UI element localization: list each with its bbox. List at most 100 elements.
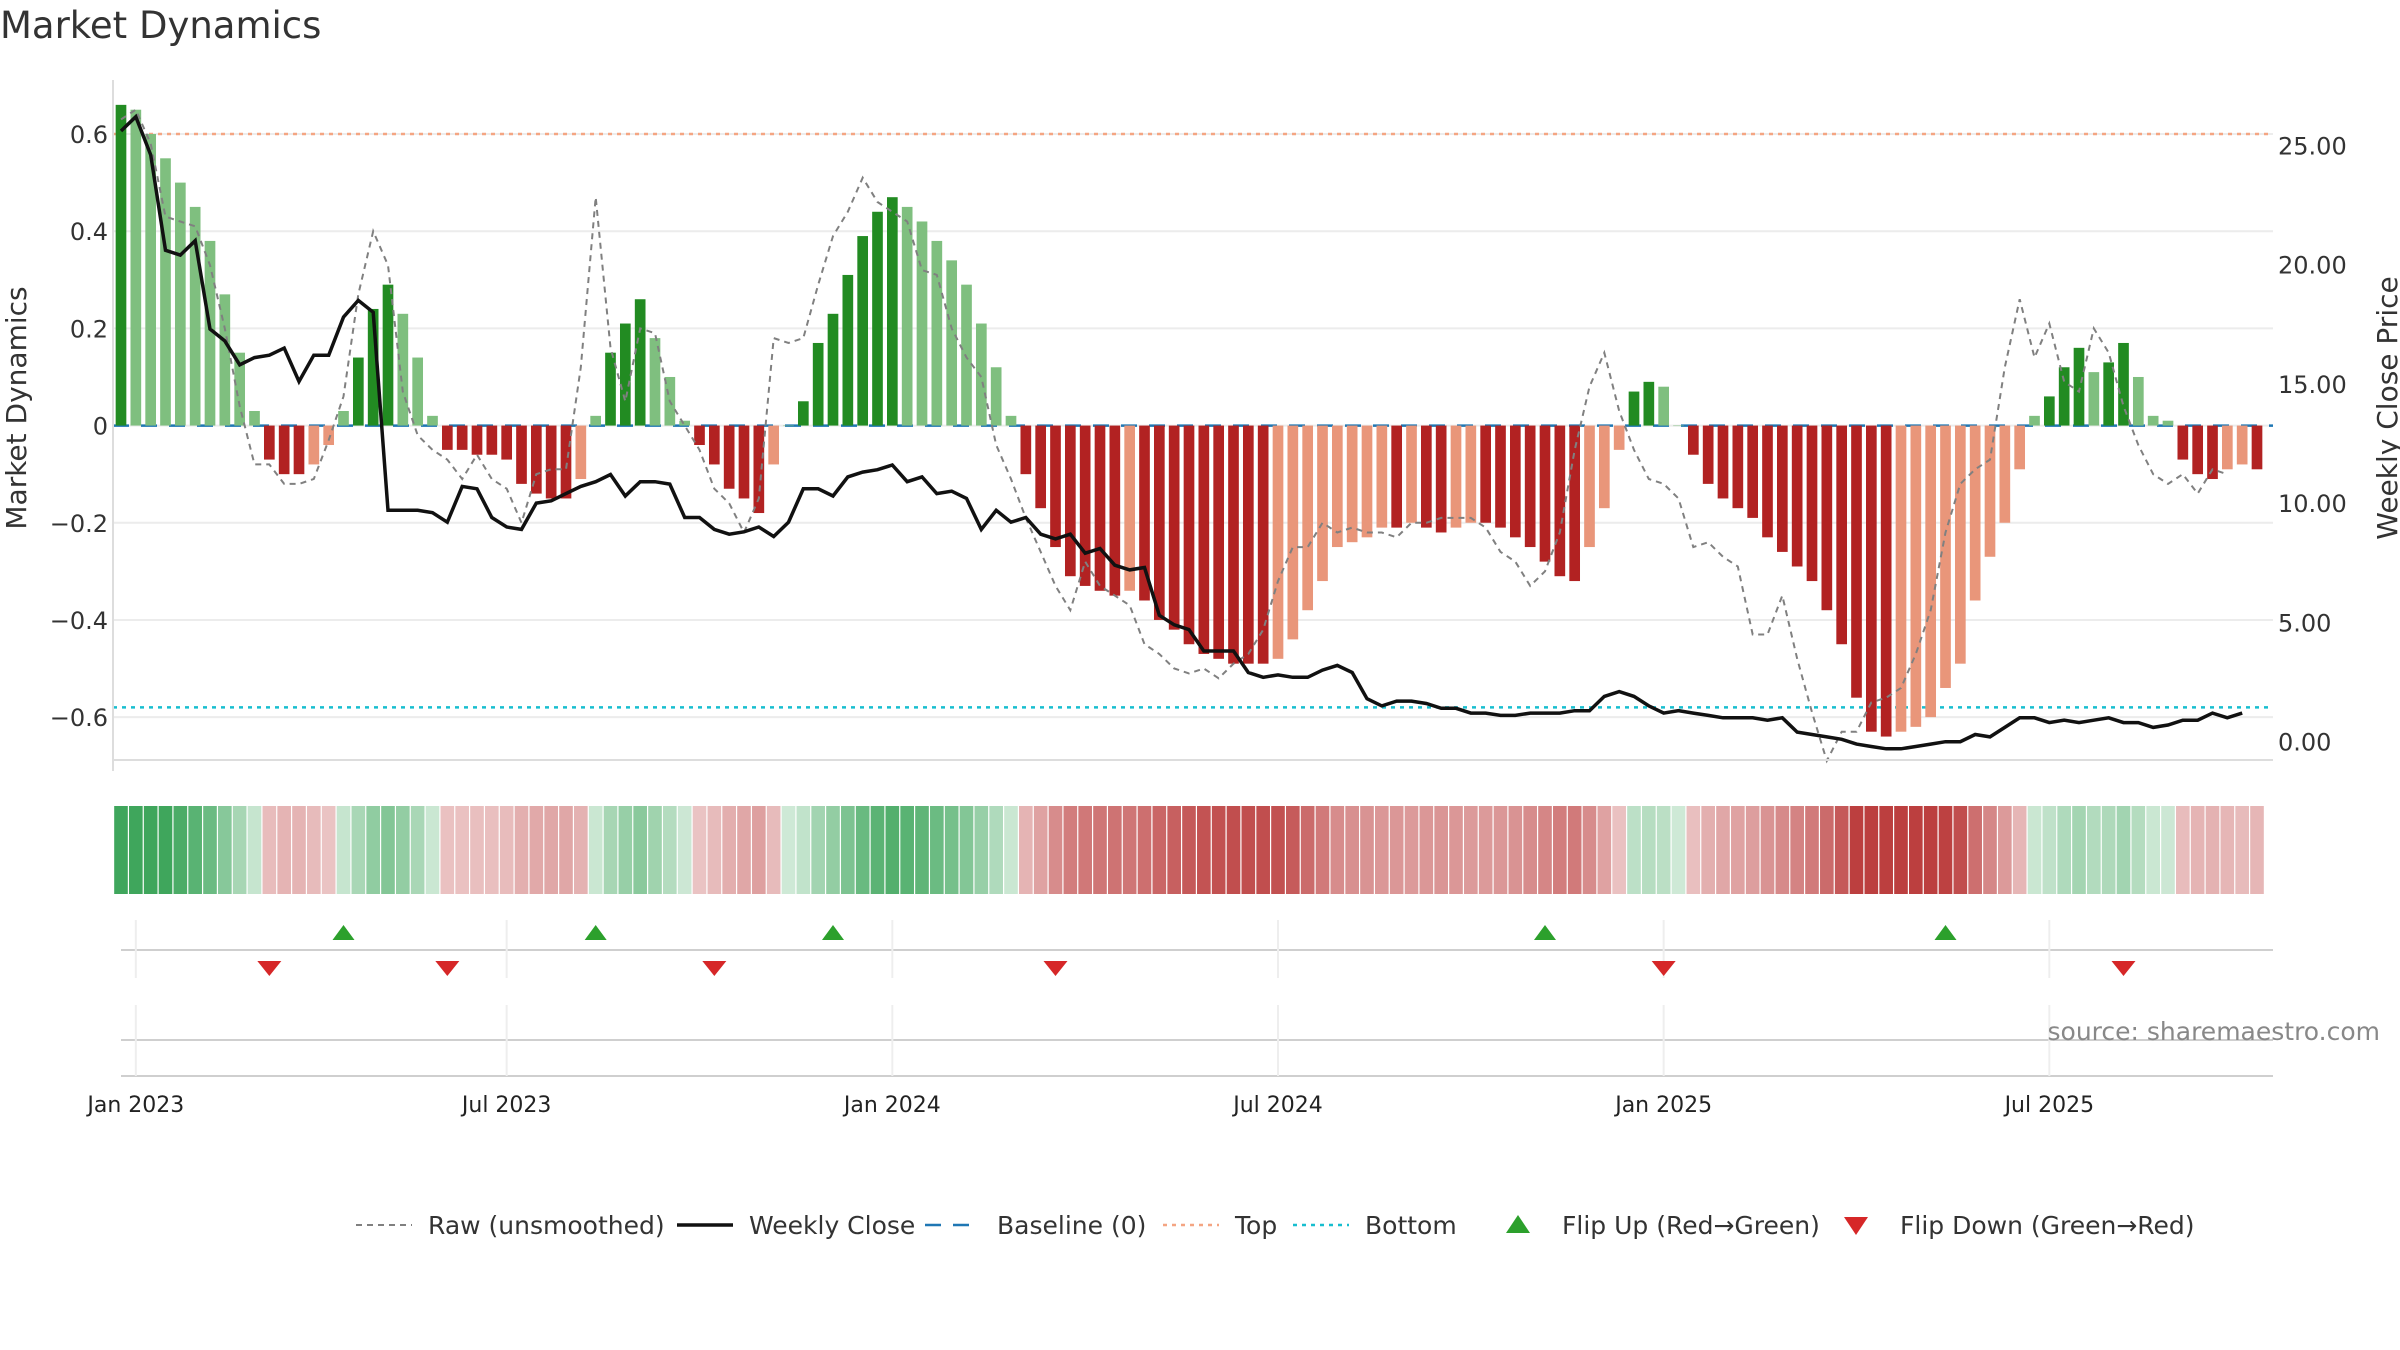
dynamics-bar [2103,362,2115,426]
regime-strip-cell [1300,806,1315,894]
regime-strip-cell [1211,806,1226,894]
dynamics-bar [2221,425,2233,470]
regime-strip-cell [603,806,618,894]
regime-strip-cell [1849,806,1864,894]
regime-strip-cell [944,806,959,894]
regime-strip-cell [1834,806,1849,894]
dynamics-bar [1895,425,1907,732]
dynamics-bar [1569,425,1581,582]
dynamics-bar [1554,425,1566,577]
dynamics-bar [961,284,972,426]
legend-label: Baseline (0) [997,1211,1146,1240]
regime-strip-cell [707,806,722,894]
dynamics-bar [1361,425,1373,538]
dynamics-bar [1302,425,1314,611]
legend-flip-up-swatch [1506,1215,1530,1233]
dynamics-bar [2251,425,2263,470]
regime-strip-cell [1048,806,1063,894]
regime-strip-cell [1686,806,1701,894]
regime-strip-cell [1404,806,1419,894]
dynamics-bar [1524,425,1536,548]
regime-strip-cell [663,806,677,894]
dynamics-bar [2147,415,2159,426]
dynamics-bar [797,401,809,426]
y-tick-label: −0.6 [50,704,108,732]
legend-flip-down-swatch [1844,1217,1868,1235]
dynamics-bar [768,425,780,465]
dynamics-bar [249,410,260,426]
regime-strip-cell [1567,806,1582,894]
dynamics-bar [1109,425,1121,596]
regime-strip-cell [1716,806,1730,894]
regime-strip-cell [841,806,855,894]
regime-strip-cell [826,806,840,894]
dynamics-bar [842,274,854,426]
regime-strip-cell [1241,806,1256,894]
dynamics-bar [397,313,409,426]
regime-strip-cell [1256,806,1270,894]
regime-strip-cell [2176,806,2190,894]
dynamics-bar [338,410,349,426]
dynamics-bar [560,425,572,499]
regime-strip-cell [321,806,336,894]
y-tick-label: 0.2 [70,315,108,343]
legend-label: Flip Up (Red→Green) [1562,1211,1820,1240]
dynamics-bar [2014,425,2026,470]
regime-strip-cell [811,806,825,894]
dynamics-bar [1658,386,1670,426]
dynamics-bar [1687,425,1699,455]
regime-strip-cell [1315,806,1330,894]
regime-strip-cell [1597,806,1612,894]
dynamics-bar [1776,425,1788,552]
regime-strip-cell [1434,806,1448,894]
dynamics-bar [115,104,127,426]
regime-strip-cell [396,806,410,894]
dynamics-bar [679,420,691,426]
dynamics-bar [1346,425,1358,543]
regime-strip-cell [129,806,143,894]
regime-strip-cell [1820,806,1834,894]
regime-strip-cell [900,806,914,894]
regime-strip-cell [2087,806,2101,894]
flip-down-marker [435,961,460,976]
flip-down-marker [257,961,282,976]
x-tick-label: Jan 2024 [842,1093,941,1118]
dynamics-bar [1406,425,1417,523]
regime-strip-cell [2131,806,2146,894]
y-tick-label: −0.2 [50,510,108,538]
dynamics-bar [382,284,394,426]
regime-strip-cell [1953,806,1968,894]
regime-strip-cell [143,806,158,894]
regime-strip-cell [766,806,781,894]
regime-strip-cell [1271,806,1285,894]
dynamics-bar [1094,425,1106,591]
regime-strip-cell [1983,806,1997,894]
regime-strip-cell [173,806,188,894]
regime-strip-cell [574,806,588,894]
dynamics-bar [1865,425,1877,732]
dynamics-bar [1480,425,1492,523]
dynamics-bar [619,323,631,426]
raw-line [120,108,2228,764]
dynamics-bar [486,425,498,455]
regime-strip-cell [855,806,870,894]
regime-strip-cell [1923,806,1938,894]
dynamics-bar [1450,425,1462,528]
regime-strip-cell [1063,806,1078,894]
dynamics-bar [1079,425,1091,586]
regime-strip-cell [677,806,692,894]
regime-strip-cell [2057,806,2071,894]
regime-strip-cell [499,806,514,894]
dynamics-bar [1851,425,1862,698]
dynamics-bar [427,415,438,426]
dynamics-bar [1910,425,1922,727]
dynamics-bar [204,240,216,426]
dynamics-bar [990,367,1002,426]
dynamics-bar [1717,425,1729,499]
regime-strip-cell [1656,806,1671,894]
regime-strip-cell [277,806,291,894]
dynamics-bar [1064,425,1076,577]
dynamics-bar [1287,425,1299,640]
regime-strip-cell [2205,806,2220,894]
dynamics-bar [1376,425,1388,528]
